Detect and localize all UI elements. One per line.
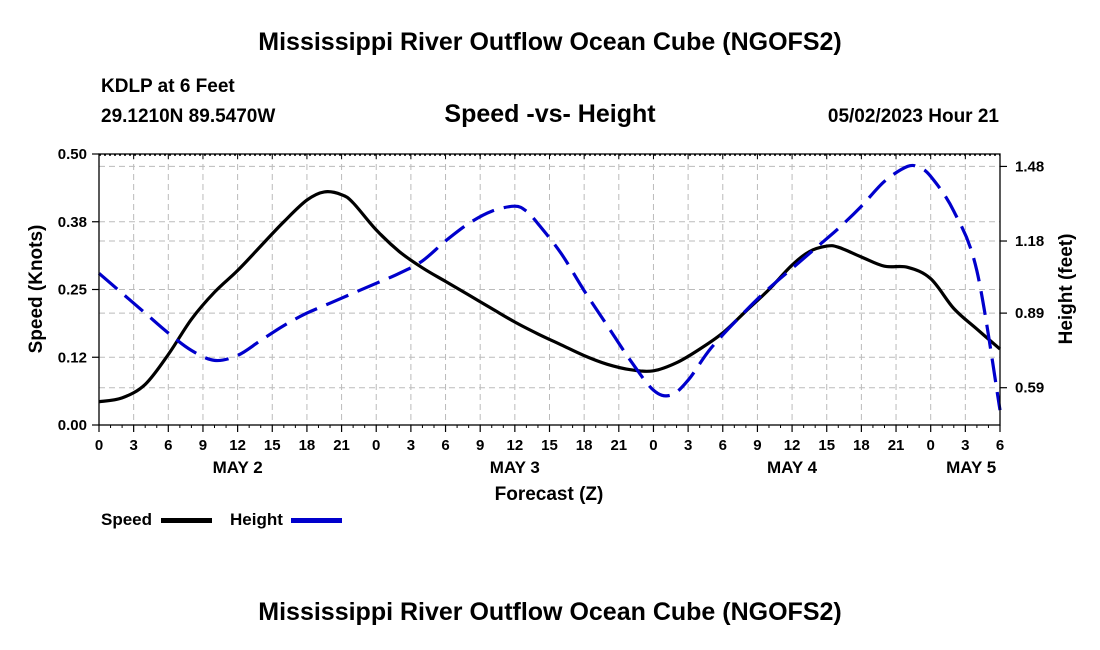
x-tick-label: 3 xyxy=(684,437,692,454)
x-tick-label: 15 xyxy=(264,437,281,454)
y-tick-label-left: 0.38 xyxy=(58,214,87,231)
y-tick-label-right: 0.89 xyxy=(1015,305,1044,322)
x-tick-label: 18 xyxy=(576,437,593,454)
axes-layer: 0 3 6 9 12 15 18 21 0 3 6 9 12 15 18 21 0 3 6 9 12 15 18 21 0 3 6M… xyxy=(58,146,1044,477)
day-label: MAY 4 xyxy=(767,458,818,477)
y-tick-label-left: 0.25 xyxy=(58,282,87,299)
y-tick-label-right: 1.48 xyxy=(1015,158,1044,175)
x-tick-label: 21 xyxy=(888,437,905,454)
chart-subtitle: Speed -vs- Height xyxy=(444,100,656,128)
x-tick-label: 0 xyxy=(927,437,935,454)
series-layer xyxy=(97,163,1002,411)
x-tick-label: 18 xyxy=(299,437,316,454)
legend-height-label: Height xyxy=(230,510,283,529)
x-tick-label: 21 xyxy=(333,437,350,454)
x-tick-label: 0 xyxy=(95,437,103,454)
speed-height-chart: 0 3 6 9 12 15 18 21 0 3 6 9 12 15 18 21 0 3 6 9 12 15 18 21 0 3 6M… xyxy=(26,146,1077,505)
station-coordinates: 29.1210N 89.5470W xyxy=(101,106,276,127)
speed-series-line xyxy=(98,190,1002,404)
day-label: MAY 2 xyxy=(213,458,263,477)
station-label: KDLP at 6 Feet xyxy=(101,76,235,97)
x-tick-label: 6 xyxy=(719,437,727,454)
footer-title: Mississippi River Outflow Ocean Cube (NG… xyxy=(258,598,842,626)
x-axis-label: Forecast (Z) xyxy=(495,484,604,505)
forecast-datetime: 05/02/2023 Hour 21 xyxy=(827,106,999,127)
x-tick-label: 21 xyxy=(610,437,627,454)
y-tick-label-left: 0.50 xyxy=(58,146,87,163)
y-tick-label-right: 1.18 xyxy=(1015,233,1044,250)
x-tick-label: 9 xyxy=(476,437,484,454)
day-label: MAY 5 xyxy=(946,458,996,477)
x-tick-label: 6 xyxy=(441,437,449,454)
x-tick-label: 6 xyxy=(164,437,172,454)
x-tick-label: 9 xyxy=(199,437,207,454)
y-tick-label-right: 0.59 xyxy=(1015,380,1044,397)
x-tick-label: 15 xyxy=(818,437,835,454)
legend-speed-label: Speed xyxy=(101,510,153,529)
x-tick-label: 6 xyxy=(996,437,1004,454)
x-tick-label: 0 xyxy=(649,437,657,454)
x-tick-label: 12 xyxy=(507,437,524,454)
legend-height-swatch xyxy=(291,518,342,523)
x-tick-label: 15 xyxy=(541,437,558,454)
x-tick-label: 12 xyxy=(784,437,801,454)
legend-speed-swatch xyxy=(161,518,212,523)
y-tick-label-left: 0.00 xyxy=(58,417,87,434)
day-label: MAY 3 xyxy=(490,458,540,477)
x-tick-label: 9 xyxy=(753,437,761,454)
x-tick-label: 18 xyxy=(853,437,870,454)
height-series-line xyxy=(97,163,1002,411)
y-axis-label-right: Height (feet) xyxy=(1056,234,1077,345)
grid-lines xyxy=(99,154,1000,425)
y-tick-label-left: 0.12 xyxy=(58,349,87,366)
chart-title: Mississippi River Outflow Ocean Cube (NG… xyxy=(258,28,842,56)
x-tick-label: 3 xyxy=(961,437,969,454)
x-tick-label: 3 xyxy=(407,437,415,454)
x-tick-label: 0 xyxy=(372,437,380,454)
x-tick-label: 3 xyxy=(129,437,137,454)
y-axis-label-left: Speed (Knots) xyxy=(26,225,47,354)
x-tick-label: 12 xyxy=(229,437,246,454)
